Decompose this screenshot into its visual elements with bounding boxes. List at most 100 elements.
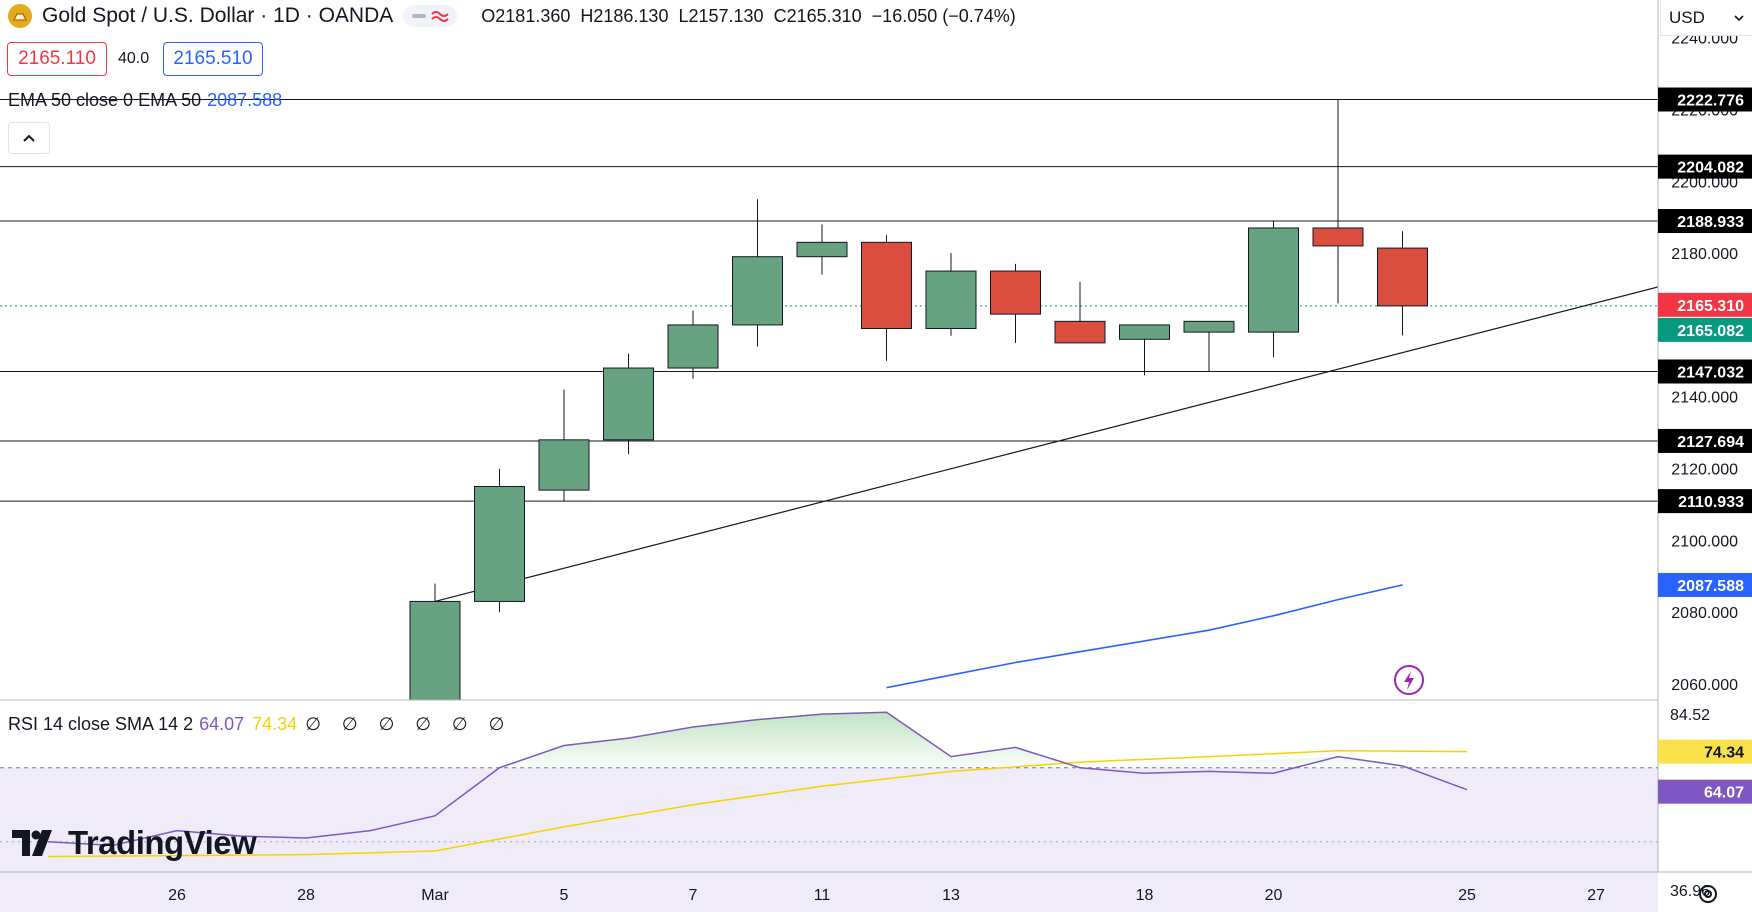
time-tick-label: 7: [689, 887, 698, 904]
currency-selector[interactable]: USD: [1660, 0, 1752, 36]
time-tick-label: 11: [814, 887, 831, 904]
chart-style-toggle[interactable]: [403, 5, 458, 27]
ema-price-label-background: [1658, 572, 1752, 597]
ema-price-label-text: 2087.588: [1677, 578, 1744, 595]
candle-up: [667, 310, 719, 379]
candle-body: [1312, 227, 1364, 247]
level-price-label-background: [1658, 489, 1752, 514]
rsi-null-values: ∅ ∅ ∅ ∅ ∅ ∅: [305, 714, 513, 734]
ema-price-label: 2087.588: [1658, 572, 1752, 597]
tradingview-logo-icon: [12, 830, 52, 856]
level-price-label: 2127.694: [1658, 428, 1752, 453]
rsi-price-label-background: [1658, 779, 1752, 804]
price-tick-label: 2180.000: [1671, 246, 1738, 263]
candle-body: [861, 241, 912, 330]
level-price-label: 2222.776: [1658, 87, 1752, 112]
rsi-sma-price-label-text: 74.34: [1704, 745, 1744, 762]
rsi-overbought-fill: [499, 712, 1403, 768]
candle-body: [732, 256, 783, 326]
rsi-line: [47, 711, 1468, 847]
chevron-up-icon: [23, 134, 35, 142]
current-price-label-background: [1658, 292, 1752, 317]
level-price-label-background: [1658, 209, 1752, 234]
candle-body: [667, 324, 719, 369]
candle-up: [732, 199, 783, 347]
candle-up: [1183, 320, 1235, 372]
time-tick-label: 5: [560, 887, 569, 904]
minus-icon: [412, 14, 427, 18]
close-value: C2165.310: [773, 5, 862, 26]
ema-legend[interactable]: EMA 50 close 0 EMA 50 2087.588: [8, 90, 282, 111]
price-axis-background: [1658, 0, 1752, 912]
time-tick-label: 26: [168, 887, 186, 904]
candle-body: [1183, 320, 1235, 333]
level-price-label: 2110.933: [1658, 489, 1752, 514]
wave-icon: [431, 11, 449, 22]
trendline: [434, 262, 1752, 603]
rsi-legend-value: 64.07: [199, 714, 245, 734]
open-value: O2181.360: [481, 5, 571, 26]
bid-price-label-background: [1658, 317, 1752, 342]
level-price-label-text: 2188.933: [1677, 214, 1744, 231]
level-price-label: 2204.082: [1658, 154, 1752, 179]
sell-button[interactable]: 2165.110: [7, 42, 107, 76]
candle-body: [1377, 247, 1428, 307]
candle-body: [796, 241, 848, 258]
rsi-price-label-text: 64.07: [1704, 785, 1744, 802]
currency-label: USD: [1669, 7, 1705, 27]
level-price-label: 2188.933: [1658, 209, 1752, 234]
time-tick-label: 25: [1458, 887, 1476, 904]
candle-up: [603, 353, 654, 455]
candle-up: [538, 389, 590, 501]
rsi-legend[interactable]: RSI 14 close SMA 14 2 64.07 74.34 ∅ ∅ ∅ ∅ ∅…: [8, 714, 512, 735]
level-price-label-background: [1658, 359, 1752, 384]
buy-button[interactable]: 2165.510: [163, 42, 263, 76]
tradingview-logo[interactable]: TradingView: [12, 824, 257, 862]
tradingview-logo-text: TradingView: [68, 824, 257, 861]
time-tick-label: 20: [1265, 887, 1283, 904]
low-value: L2157.130: [678, 5, 764, 26]
chart-header: Gold Spot / U.S. Dollar · 1D · OANDA O21…: [8, 4, 1016, 28]
bid-price-label-text: 2165.082: [1677, 323, 1744, 340]
price-tick-label: 2100.000: [1671, 533, 1738, 550]
lightning-icon[interactable]: [1394, 665, 1424, 695]
candle-up: [1119, 324, 1170, 376]
rsi-legend-label: RSI 14 close SMA 14 2: [8, 714, 194, 734]
candle-body: [1248, 227, 1299, 333]
level-price-label-background: [1658, 87, 1752, 112]
time-tick-label: 27: [1587, 887, 1605, 904]
gear-icon: [1699, 885, 1717, 903]
current-price-label: 2165.310: [1658, 292, 1752, 317]
candle-down: [1312, 99, 1364, 304]
candle-up: [474, 468, 525, 613]
candle-up: [409, 583, 461, 720]
ohlc-readout: O2181.360 H2186.130 L2157.130 C2165.310 …: [481, 6, 1016, 27]
price-tick-label: 2140.000: [1671, 390, 1738, 407]
candle-down: [1054, 281, 1106, 344]
collapse-legend-button[interactable]: [8, 122, 50, 154]
rsi-sma-legend-value: 74.34: [252, 714, 298, 734]
time-tick-label: Mar: [421, 887, 449, 904]
chevron-down-icon: [1734, 14, 1744, 21]
candle-body: [603, 367, 654, 441]
current-price-label-text: 2165.310: [1677, 298, 1744, 315]
candle-body: [925, 270, 977, 330]
level-price-label-text: 2204.082: [1677, 160, 1744, 177]
time-tick-label: 28: [297, 887, 315, 904]
candle-down: [1377, 231, 1428, 336]
level-price-label-text: 2127.694: [1677, 434, 1744, 451]
rsi-band: [0, 767, 1658, 912]
level-price-label-text: 2147.032: [1677, 364, 1744, 381]
spread-value: 40.0: [118, 50, 150, 67]
candle-down: [861, 235, 912, 361]
candle-up: [1248, 220, 1299, 358]
bid-price-label: 2165.082: [1658, 317, 1752, 342]
time-tick-label: 18: [1136, 887, 1154, 904]
symbol-title[interactable]: Gold Spot / U.S. Dollar · 1D · OANDA: [42, 4, 394, 27]
price-tick-label: 2120.000: [1671, 462, 1738, 479]
change-value: −16.050 (−0.74%): [871, 5, 1016, 26]
candle-body: [1119, 324, 1170, 340]
chart-settings-button[interactable]: [1694, 880, 1722, 908]
ema-legend-value: 2087.588: [207, 90, 283, 110]
